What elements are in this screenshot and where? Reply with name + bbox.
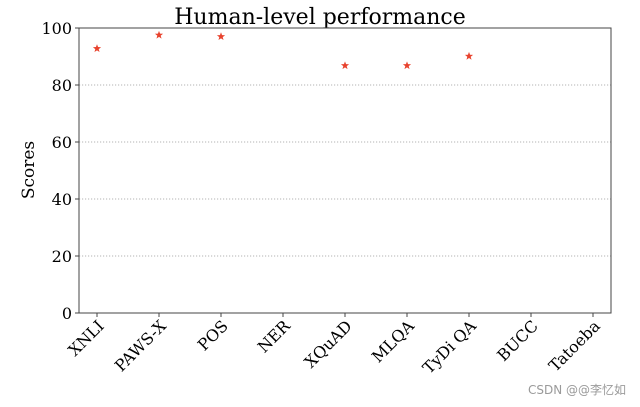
- x-tick-label: BUCC: [493, 316, 542, 365]
- y-tick-label: 80: [52, 76, 72, 95]
- x-axis-ticks: XNLI PAWS-X POS NER XQuAD MLQA TyDi QA BUCC Tato…: [64, 313, 604, 378]
- data-point-star: [464, 51, 474, 60]
- data-point-star: [402, 61, 412, 70]
- x-tick-label: XQuAD: [301, 316, 356, 371]
- x-tick-label: POS: [194, 316, 232, 354]
- data-point-star: [154, 30, 164, 39]
- grid-lines: [79, 84, 611, 257]
- y-tick-label: 60: [52, 133, 72, 152]
- plot-frame: [78, 27, 612, 314]
- x-tick-label: Tatoeba: [545, 316, 604, 375]
- x-tick-label: NER: [254, 316, 295, 357]
- watermark: CSDN @@李忆如: [527, 383, 626, 397]
- chart-title: Human-level performance: [174, 5, 465, 30]
- data-points: [92, 30, 474, 70]
- data-point-star: [340, 61, 350, 70]
- x-tick-label: MLQA: [368, 316, 418, 366]
- data-point-star: [92, 44, 102, 52]
- y-tick-label: 40: [52, 190, 72, 209]
- data-point-star: [216, 32, 226, 41]
- y-tick-label: 100: [41, 19, 72, 38]
- x-tick-label: PAWS-X: [111, 316, 170, 375]
- y-axis-ticks: 0 20 40 60 80 100: [41, 19, 79, 323]
- x-tick-label: TyDi QA: [419, 316, 480, 377]
- y-axis-label: Scores: [19, 141, 39, 199]
- y-tick-label: 20: [52, 247, 72, 266]
- y-tick-label: 0: [62, 304, 72, 323]
